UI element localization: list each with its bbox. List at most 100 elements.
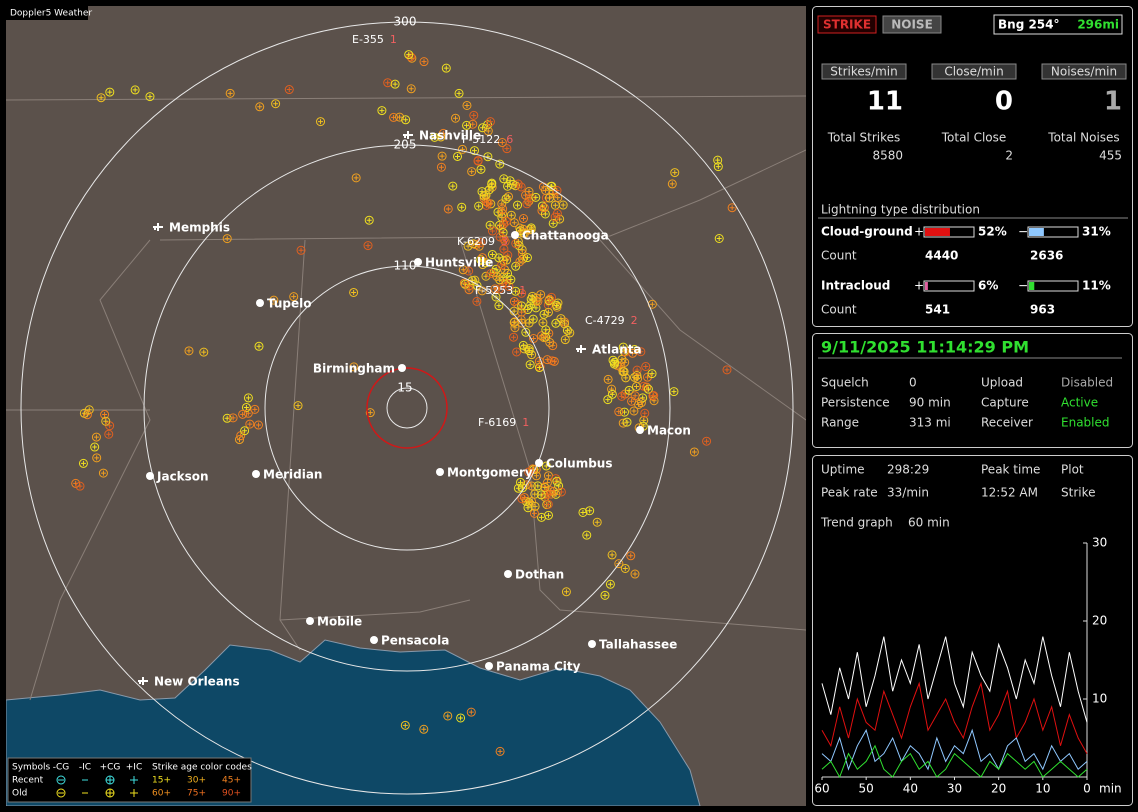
strike-plus bbox=[519, 290, 525, 296]
percent-bar-frame bbox=[1027, 226, 1079, 238]
strike-symbol bbox=[636, 347, 646, 357]
strike-plus bbox=[538, 492, 544, 498]
stats-panel bbox=[812, 455, 1133, 806]
strike-circle bbox=[494, 301, 504, 311]
noise-button[interactable] bbox=[882, 15, 942, 34]
strike-symbol bbox=[543, 307, 553, 317]
strike-symbol bbox=[482, 197, 492, 207]
strike-symbol bbox=[497, 138, 507, 148]
strike-circle bbox=[630, 391, 640, 401]
strike-plus bbox=[691, 449, 697, 455]
total-label: Total Strikes bbox=[827, 131, 901, 145]
strike-circle bbox=[316, 117, 326, 127]
percent-bar bbox=[1029, 282, 1035, 290]
strike-plus bbox=[100, 470, 106, 476]
strike-plus bbox=[472, 277, 478, 283]
city-label: Chattanooga bbox=[522, 229, 609, 243]
x-tick-label: 50 bbox=[859, 782, 874, 796]
datetime: 9/11/2025 11:14:29 PM bbox=[821, 338, 1029, 357]
strike-plus bbox=[496, 255, 502, 261]
strike-circle bbox=[487, 179, 497, 189]
strike-plus bbox=[500, 206, 506, 212]
rate-label: Noises/min bbox=[1051, 65, 1117, 79]
strike-circle bbox=[497, 138, 507, 148]
strike-plus bbox=[503, 218, 509, 224]
strike-circle bbox=[498, 204, 508, 214]
city-dot bbox=[535, 459, 543, 467]
strike-plus bbox=[474, 298, 480, 304]
button-label[interactable]: NOISE bbox=[891, 18, 933, 32]
strike-symbol bbox=[377, 106, 387, 116]
rate-value: 1 bbox=[1104, 87, 1122, 117]
strike-plus bbox=[729, 205, 735, 211]
strike-circle bbox=[541, 461, 551, 471]
sign: + bbox=[914, 279, 924, 293]
strike-plus bbox=[523, 192, 529, 198]
strike-circle bbox=[517, 494, 527, 504]
strike-plus bbox=[505, 252, 511, 258]
strike-circle bbox=[459, 278, 469, 288]
strike-symbol bbox=[519, 214, 529, 224]
strike-circle bbox=[561, 587, 571, 597]
strike-symbol bbox=[621, 373, 631, 383]
strike-plus bbox=[93, 434, 99, 440]
strike-plus bbox=[632, 393, 638, 399]
trend-line bbox=[821, 744, 1088, 779]
field-value: Active bbox=[1061, 396, 1098, 410]
strike-symbol bbox=[484, 185, 494, 195]
strike-plus bbox=[560, 202, 566, 208]
strike-circle bbox=[499, 219, 509, 229]
strike-plus bbox=[584, 532, 590, 538]
strike-circle bbox=[518, 340, 528, 350]
strike-symbol bbox=[524, 467, 534, 477]
strike-symbol bbox=[453, 151, 463, 161]
button-label[interactable]: STRIKE bbox=[823, 18, 871, 32]
strike-symbol bbox=[603, 374, 613, 384]
strike-circle bbox=[243, 393, 253, 403]
strike-circle bbox=[713, 155, 723, 165]
strike-circle bbox=[501, 194, 511, 204]
city-dot bbox=[588, 640, 596, 648]
strike-plus bbox=[291, 294, 297, 300]
strike-symbol bbox=[513, 236, 523, 246]
strike-plus bbox=[622, 359, 628, 365]
strike-circle bbox=[458, 265, 468, 275]
strike-circle bbox=[91, 432, 101, 442]
strike-plus bbox=[624, 419, 630, 425]
strike-plus bbox=[483, 192, 489, 198]
strike-plus bbox=[616, 409, 622, 415]
strike-symbol bbox=[543, 510, 553, 520]
strike-plus bbox=[556, 483, 562, 489]
city-label: Nashville bbox=[419, 129, 481, 143]
strike-circle bbox=[551, 318, 561, 328]
strike-symbol bbox=[540, 483, 550, 493]
strike-circle bbox=[477, 286, 487, 296]
strike-symbol bbox=[545, 337, 555, 347]
strike-circle bbox=[492, 272, 502, 282]
strike-symbol bbox=[477, 253, 487, 263]
strike-circle bbox=[517, 245, 527, 255]
strike-plus bbox=[644, 374, 650, 380]
strike-plus bbox=[638, 349, 644, 355]
strike-symbol bbox=[582, 530, 592, 540]
city-dot bbox=[414, 258, 422, 266]
strike-circle bbox=[522, 253, 532, 263]
strike-plus bbox=[480, 125, 486, 131]
strike-symbol bbox=[436, 162, 446, 172]
strike-circle bbox=[544, 193, 554, 203]
percent-label: 11% bbox=[1082, 279, 1111, 293]
count-value: 963 bbox=[1030, 303, 1055, 317]
strike-plus bbox=[544, 357, 550, 363]
strike-circle bbox=[713, 162, 723, 172]
strike-symbol bbox=[75, 481, 85, 491]
strike-circle bbox=[530, 489, 540, 499]
strike-circle bbox=[485, 220, 495, 230]
strike-circle bbox=[199, 347, 209, 357]
strike-plus bbox=[518, 184, 524, 190]
strike-label-id: C-4729 bbox=[585, 314, 625, 327]
strike-plus bbox=[580, 509, 586, 515]
strike-circle bbox=[585, 506, 595, 516]
strike-symbol bbox=[390, 79, 400, 89]
strike-symbol bbox=[526, 294, 536, 304]
strike-button[interactable] bbox=[817, 15, 877, 34]
